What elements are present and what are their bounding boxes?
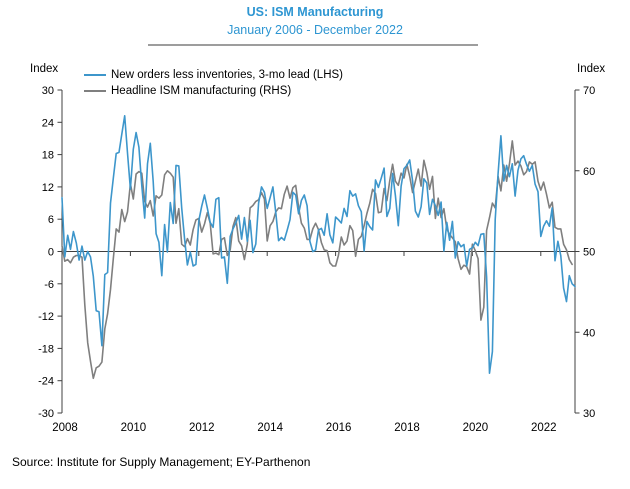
legend-swatch-new-orders: [84, 74, 106, 76]
series-line-headline-ism: [61, 140, 573, 380]
legend-swatch-headline-ism: [84, 90, 106, 92]
chart-title: US: ISM Manufacturing: [246, 5, 384, 19]
x-axis-tick-label: 2008: [52, 422, 78, 434]
right-axis-tick-label: 50: [583, 247, 595, 259]
series-line-new-orders: [61, 115, 576, 375]
left-axis-tick-label: 18: [42, 150, 54, 162]
x-axis-tick-label: 2020: [463, 422, 489, 434]
title-underline: [148, 44, 478, 46]
left-axis-tick-label: -24: [38, 376, 54, 388]
right-axis-tick-label: 60: [583, 166, 595, 178]
x-axis-tick-label: 2014: [257, 422, 283, 434]
x-axis-tick-label: 2010: [121, 422, 147, 434]
left-axis-tick-label: 24: [42, 117, 54, 129]
left-axis-tick-label: -6: [44, 279, 54, 291]
legend-label-new-orders: New orders less inventories, 3-mo lead (…: [111, 69, 344, 81]
right-axis-tick-label: 70: [583, 85, 595, 97]
x-axis-tick-label: 2018: [394, 422, 420, 434]
source-note: Source: Institute for Supply Management;…: [12, 455, 311, 469]
right-axis-tick-label: 40: [583, 327, 595, 339]
x-axis-tick-label: 2016: [326, 422, 352, 434]
chart-subtitle: January 2006 - December 2022: [227, 23, 403, 37]
left-axis-title: Index: [30, 63, 59, 75]
left-axis-tick-label: -30: [38, 408, 54, 420]
left-axis-tick-label: -12: [38, 311, 54, 323]
legend: New orders less inventories, 3-mo lead (…: [84, 67, 343, 99]
left-axis-tick-label: 30: [42, 85, 54, 97]
right-axis-tick-label: 30: [583, 408, 595, 420]
legend-item-new-orders: New orders less inventories, 3-mo lead (…: [84, 67, 343, 83]
left-axis-tick-label: 12: [42, 182, 54, 194]
x-axis-tick-label: 2012: [189, 422, 215, 434]
legend-item-headline-ism: Headline ISM manufacturing (RHS): [84, 83, 343, 99]
left-axis-tick-label: 0: [48, 247, 54, 259]
left-axis-tick-label: 6: [48, 214, 54, 226]
x-axis-tick-label: 2022: [531, 422, 557, 434]
right-axis-title: Index: [577, 63, 606, 75]
legend-label-headline-ism: Headline ISM manufacturing (RHS): [111, 85, 292, 97]
left-axis-tick-label: -18: [38, 343, 54, 355]
